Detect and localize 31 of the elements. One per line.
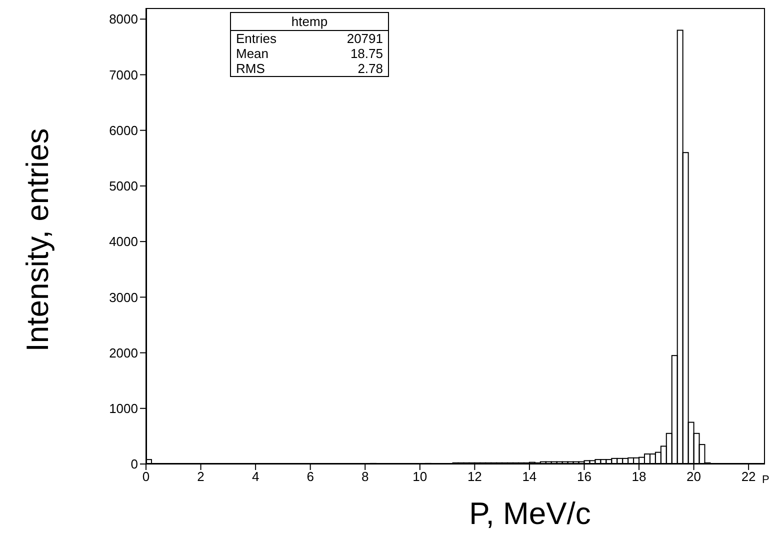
annotation: 20791 xyxy=(346,31,383,46)
x-tick-label: 22 xyxy=(741,469,756,484)
annotation: htemp xyxy=(231,13,388,31)
x-axis-title: P, MeV/c xyxy=(468,496,592,532)
y-tick-label: 0 xyxy=(130,456,138,472)
x-tick-label: 2 xyxy=(197,469,204,484)
y-tick-label: 4000 xyxy=(109,234,138,250)
y-tick-label: 2000 xyxy=(109,345,138,360)
x-tick-label: 6 xyxy=(306,469,314,484)
text: P xyxy=(762,474,770,486)
x-tick-label: 0 xyxy=(142,469,150,484)
y-tick-label: 8000 xyxy=(109,12,138,27)
y-axis-title: Intensity, entries xyxy=(20,128,56,352)
annotation: Entries xyxy=(236,31,276,46)
x-tick-label: 14 xyxy=(522,469,537,484)
y-tick-label: 6000 xyxy=(109,122,138,138)
x-tick-label: 4 xyxy=(252,469,260,484)
y-tick-label: 1000 xyxy=(109,401,138,416)
x-tick-label: 16 xyxy=(576,469,592,484)
x-tick-label: 12 xyxy=(467,469,482,484)
annotation: 2.78 xyxy=(358,61,383,76)
x-tick-label: 8 xyxy=(362,469,369,484)
x-tick-label: 20 xyxy=(686,469,702,484)
y-tick-label: 7000 xyxy=(109,67,138,82)
y-tick-label: 5000 xyxy=(109,178,138,194)
annotation: RMS xyxy=(236,61,265,76)
annotation: 18.75 xyxy=(350,46,383,61)
x-tick-label: 10 xyxy=(412,469,428,484)
y-tick-label: 3000 xyxy=(109,290,138,305)
annotation: Mean xyxy=(236,46,269,61)
x-tick-label: 18 xyxy=(632,469,646,484)
